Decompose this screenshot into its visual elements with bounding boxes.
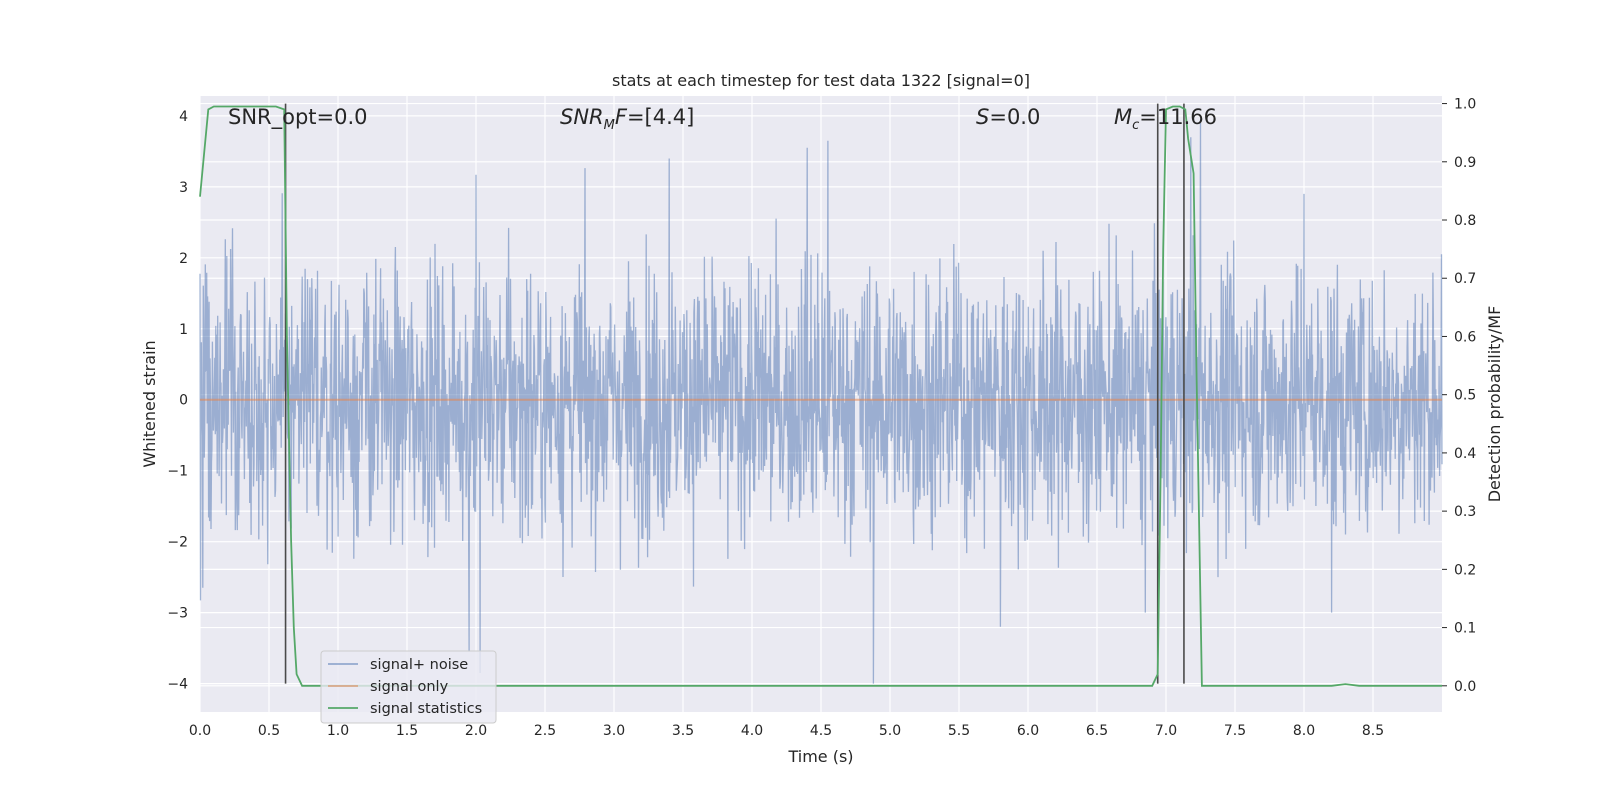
x-tick-label: 2.5 [534, 723, 556, 739]
x-tick-label: 6.0 [1017, 723, 1039, 739]
legend-label-signal-noise: signal+ noise [370, 657, 468, 673]
y-tick-label-left: 0 [179, 393, 188, 409]
y-tick-label-left: −4 [167, 677, 188, 693]
y-axis-label-left: Whitened strain [140, 340, 159, 467]
x-tick-label: 1.5 [396, 723, 418, 739]
y-tick-label-right: 0.4 [1454, 446, 1476, 462]
annotation-mc: Mc=11.66 [1114, 105, 1217, 133]
y-tick-label-left: −1 [167, 464, 188, 480]
y-tick-label-right: 0.1 [1454, 621, 1476, 637]
x-tick-label: 5.0 [879, 723, 901, 739]
x-tick-label: 1.0 [327, 723, 349, 739]
annotation-mc-main: M [1114, 105, 1132, 129]
y-tick-label-left: 2 [179, 251, 188, 267]
y-tick-label-right: 0.5 [1454, 388, 1476, 404]
x-tick-label: 4.5 [810, 723, 832, 739]
legend-box [320, 650, 497, 724]
y-tick-label-left: −2 [167, 535, 188, 551]
x-axis-label: Time (s) [787, 747, 853, 766]
annotation-mc-sub: c [1132, 118, 1139, 133]
x-tick-label: 7.5 [1224, 723, 1246, 739]
x-tick-label: 6.5 [1086, 723, 1108, 739]
x-tick-label: 8.0 [1293, 723, 1315, 739]
x-tick-label: 3.0 [603, 723, 625, 739]
series-signal-statistics-line [199, 105, 1442, 687]
x-tick-label: 0.5 [258, 723, 280, 739]
tick-layer: 0.0 0.5 1.0 1.5 2.0 2.5 3.0 3.5 4.0 4.5 5.0 5.5 6.0 6… [167, 97, 1476, 739]
y-tick-label-right: 1.0 [1454, 97, 1476, 113]
annotation-snr-mf-sub: M [604, 118, 615, 133]
x-tick-label: 0.0 [189, 723, 211, 739]
y-tick-label-left: −3 [167, 606, 188, 622]
annotation-snr-mf-value: =[4.4] [627, 105, 694, 129]
annotation-snr-mf-f: F [615, 105, 628, 129]
y-tick-label-left: 4 [179, 109, 188, 125]
y-tick-label-left: 3 [179, 180, 188, 196]
y-tick-label-right: 0.3 [1454, 504, 1476, 520]
y-tick-label-right: 0.6 [1454, 329, 1476, 345]
annotation-snr-mf-main: SNR [560, 105, 604, 129]
x-tick-label: 8.5 [1362, 723, 1384, 739]
y-tick-label-right: 0.9 [1454, 155, 1476, 171]
series-signal-noise-line [199, 122, 1443, 684]
legend: signal+ noise signal only signal statist… [320, 650, 497, 724]
series-layer [199, 103, 1443, 687]
y-tick-label-right: 0.8 [1454, 213, 1476, 229]
x-tick-label: 3.5 [672, 723, 694, 739]
annotation-snr-opt: SNR_opt=0.0 [228, 105, 368, 130]
y-tick-label-right: 0.0 [1454, 679, 1476, 695]
annotation-s-value: =0.0 [989, 105, 1040, 129]
chart-title: stats at each timestep for test data 132… [612, 71, 1030, 90]
legend-label-signal-statistics: signal statistics [370, 701, 482, 717]
x-tick-label: 5.5 [948, 723, 970, 739]
x-tick-label: 7.0 [1155, 723, 1177, 739]
annotation-s: S=0.0 [976, 105, 1040, 129]
annotation-mc-value: =11.66 [1139, 105, 1217, 129]
annotation-s-main: S [976, 105, 989, 129]
y-tick-label-right: 0.2 [1454, 562, 1476, 578]
legend-label-signal-only: signal only [370, 679, 449, 695]
x-tick-label: 2.0 [465, 723, 487, 739]
x-tick-label: 4.0 [741, 723, 763, 739]
annotation-snr-mf: SNRMF=[4.4] [560, 105, 694, 133]
y-tick-label-right: 0.7 [1454, 271, 1476, 287]
y-tick-label-left: 1 [179, 322, 188, 338]
y-axis-label-right: Detection probability/MF [1485, 306, 1504, 503]
